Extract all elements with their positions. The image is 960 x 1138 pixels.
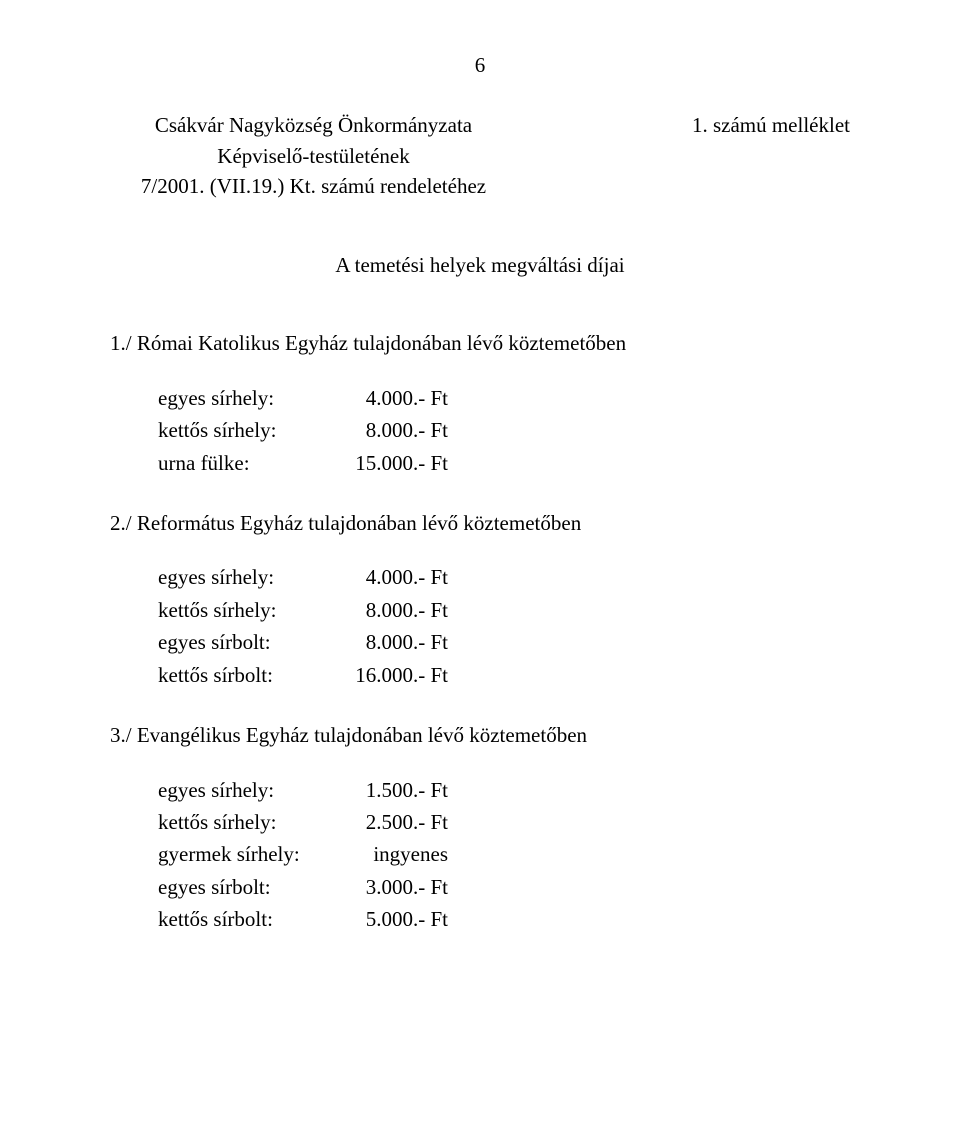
table-row: egyes sírhely: 4.000.- Ft (158, 383, 448, 415)
table-row: egyes sírhely: 1.500.- Ft (158, 775, 448, 807)
section-heading-1: 1./ Római Katolikus Egyház tulajdonában … (110, 328, 850, 358)
price-table-2: egyes sírhely: 4.000.- Ft kettős sírhely… (158, 562, 448, 692)
table-row: kettős sírhely: 2.500.- Ft (158, 807, 448, 839)
price-value: 2.500.- Ft (348, 807, 448, 839)
price-value: 8.000.- Ft (348, 627, 448, 659)
page-number: 6 (110, 50, 850, 80)
price-label: egyes sírhely: (158, 383, 348, 415)
header-ref: 7/2001. (VII.19.) Kt. számú rendeletéhez (110, 171, 517, 201)
section-heading-3: 3./ Evangélikus Egyház tulajdonában lévő… (110, 720, 850, 750)
price-label: egyes sírbolt: (158, 627, 348, 659)
price-value: 8.000.- Ft (348, 415, 448, 447)
price-label: egyes sírbolt: (158, 872, 348, 904)
table-row: egyes sírhely: 4.000.- Ft (158, 562, 448, 594)
table-row: kettős sírbolt: 16.000.- Ft (158, 660, 448, 692)
price-value: 16.000.- Ft (348, 660, 448, 692)
price-table-3: egyes sírhely: 1.500.- Ft kettős sírhely… (158, 775, 448, 937)
price-table-1: egyes sírhely: 4.000.- Ft kettős sírhely… (158, 383, 448, 480)
price-value: 3.000.- Ft (348, 872, 448, 904)
price-label: kettős sírbolt: (158, 660, 348, 692)
price-label: kettős sírhely: (158, 807, 348, 839)
header-row: Csákvár Nagyközség Önkormányzata Képvise… (110, 110, 850, 201)
table-row: egyes sírbolt: 3.000.- Ft (158, 872, 448, 904)
price-label: kettős sírhely: (158, 415, 348, 447)
price-label: kettős sírbolt: (158, 904, 348, 936)
header-org: Csákvár Nagyközség Önkormányzata (110, 110, 517, 140)
header-left-block: Csákvár Nagyközség Önkormányzata Képvise… (110, 110, 517, 201)
annex-label: 1. számú melléklet (692, 110, 850, 140)
price-value: 8.000.- Ft (348, 595, 448, 627)
header-body: Képviselő-testületének (110, 141, 517, 171)
price-value: 1.500.- Ft (348, 775, 448, 807)
document-title: A temetési helyek megváltási díjai (110, 250, 850, 280)
price-label: egyes sírhely: (158, 562, 348, 594)
price-label: gyermek sírhely: (158, 839, 348, 871)
price-label: egyes sírhely: (158, 775, 348, 807)
document-page: 6 Csákvár Nagyközség Önkormányzata Képvi… (0, 0, 960, 1138)
table-row: gyermek sírhely: ingyenes (158, 839, 448, 871)
price-value: 15.000.- Ft (348, 448, 448, 480)
table-row: kettős sírhely: 8.000.- Ft (158, 415, 448, 447)
price-value: 4.000.- Ft (348, 562, 448, 594)
table-row: egyes sírbolt: 8.000.- Ft (158, 627, 448, 659)
table-row: urna fülke: 15.000.- Ft (158, 448, 448, 480)
price-label: kettős sírhely: (158, 595, 348, 627)
price-value: 4.000.- Ft (348, 383, 448, 415)
table-row: kettős sírbolt: 5.000.- Ft (158, 904, 448, 936)
price-value: ingyenes (348, 839, 448, 871)
section-heading-2: 2./ Református Egyház tulajdonában lévő … (110, 508, 850, 538)
price-label: urna fülke: (158, 448, 348, 480)
price-value: 5.000.- Ft (348, 904, 448, 936)
table-row: kettős sírhely: 8.000.- Ft (158, 595, 448, 627)
